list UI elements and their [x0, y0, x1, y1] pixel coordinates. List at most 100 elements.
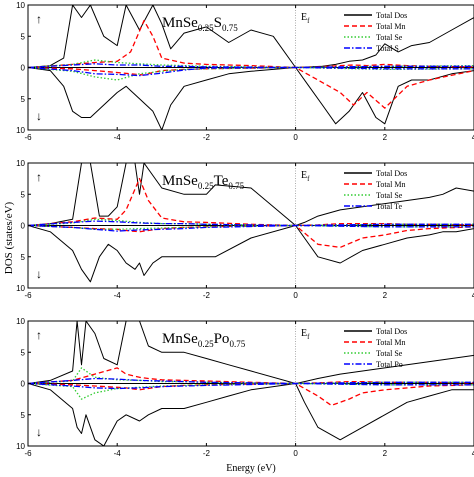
title-title-el: Te: [214, 173, 229, 189]
series-total-po-spin-down: [28, 382, 474, 390]
series-total-se-spin-up: [28, 59, 474, 69]
title-title-sub2: 0.75: [222, 23, 238, 33]
y-tick-label: 5: [21, 32, 26, 41]
title-title-sub1: 0.25: [198, 23, 214, 33]
x-tick-label: -4: [114, 133, 122, 142]
x-tick-label: 4: [472, 133, 474, 142]
title-title-el: S: [214, 15, 222, 31]
series-total-se-spin-up: [28, 218, 474, 227]
series-group: [28, 5, 474, 130]
panel-title: MnSe0.25Po0.75: [162, 331, 246, 349]
series-total-te-spin-down: [28, 224, 474, 232]
series-total-mn-spin-down: [28, 66, 474, 109]
fermi-label: Ef: [301, 328, 310, 341]
spin-up-arrow: ↑: [36, 12, 42, 26]
legend: Total Dos Total Mn Total Se Total Po: [344, 327, 407, 369]
fermi-label-sub: f: [307, 333, 310, 341]
x-axis-label: Energy (eV): [226, 463, 276, 474]
legend: Total Dos Total Mn Total Se Total S: [344, 11, 407, 53]
title-title-sub2: 0.75: [228, 181, 244, 191]
legend: Total Dos Total Mn Total Se Total Te: [344, 169, 407, 211]
title-title-base: MnSe: [162, 173, 198, 189]
dos-panel-2: -6 -4 -2 0 2 4 10 5 0 5 10 MnSe0.25Te0.75 Ef ↑ ↓ Total …: [16, 159, 474, 300]
series-total-mn-spin-up: [28, 367, 474, 385]
x-tick-label: 0: [293, 449, 298, 458]
y-tick-label: 5: [21, 95, 26, 104]
title-title-base: MnSe: [162, 15, 198, 31]
fermi-label-e: E: [301, 170, 307, 181]
legend-label: Total Te: [376, 202, 403, 211]
legend-label: Total Dos: [376, 169, 407, 178]
title-title-base: MnSe: [162, 331, 198, 347]
series-total-dos-spin-up: [28, 321, 474, 384]
x-tick-label: 2: [383, 291, 388, 300]
spin-down-arrow: ↓: [36, 425, 42, 439]
x-tick-label: 4: [472, 449, 474, 458]
y-axis-label: DOS (states/eV): [3, 201, 15, 274]
y-tick-label: 10: [16, 1, 25, 10]
series-group: [28, 321, 474, 446]
y-tick-label: 5: [21, 411, 26, 420]
series-total-te-spin-up: [28, 220, 474, 227]
series-total-mn-spin-up: [28, 19, 474, 69]
fermi-label-e: E: [301, 12, 307, 23]
spin-down-arrow: ↓: [36, 267, 42, 281]
y-tick-label: 10: [16, 159, 25, 168]
y-tick-label: 5: [21, 190, 26, 199]
x-tick-label: -6: [24, 291, 32, 300]
series-total-se-spin-up: [28, 367, 474, 385]
x-tick-label: -2: [203, 291, 211, 300]
series-total-dos-spin-down: [28, 225, 474, 283]
panel-title: MnSe0.25S0.75: [162, 15, 238, 33]
x-tick-label: 0: [293, 133, 298, 142]
legend-label: Total Se: [376, 191, 403, 200]
panel-title: MnSe0.25Te0.75: [162, 173, 245, 191]
legend-label: Total Se: [376, 349, 403, 358]
title-title-sub2: 0.75: [229, 339, 245, 349]
y-tick-label: 10: [16, 442, 25, 451]
legend-label: Total S: [376, 44, 399, 53]
title-title-el: Po: [214, 331, 230, 347]
series-total-po-spin-up: [28, 377, 474, 385]
dos-panel-3: -6 -4 -2 0 2 4 10 5 0 5 10 MnSe0.25Po0.75 Ef ↑ ↓ Total …: [16, 317, 474, 458]
y-tick-label: 0: [21, 64, 26, 73]
series-total-dos-spin-down: [28, 67, 474, 130]
series-total-se-spin-down: [28, 66, 474, 81]
y-tick-label: 10: [16, 284, 25, 293]
legend-label: Total Dos: [376, 11, 407, 20]
fermi-label-sub: f: [307, 175, 310, 183]
fermi-label: Ef: [301, 170, 310, 183]
x-tick-label: -2: [203, 133, 211, 142]
x-tick-label: 2: [383, 449, 388, 458]
y-tick-label: 0: [21, 380, 26, 389]
series-total-dos-spin-up: [28, 163, 474, 226]
legend-label: Total Mn: [376, 22, 405, 31]
series-group: [28, 163, 474, 283]
legend-label: Total Mn: [376, 180, 405, 189]
y-tick-label: 0: [21, 222, 26, 231]
fermi-label-sub: f: [307, 17, 310, 25]
title-title-sub1: 0.25: [198, 339, 214, 349]
legend-label: Total Po: [376, 360, 403, 369]
legend-label: Total Se: [376, 33, 403, 42]
x-tick-label: -4: [114, 449, 122, 458]
y-tick-label: 5: [21, 253, 26, 262]
fermi-label-e: E: [301, 328, 307, 339]
series-total-mn-spin-up: [28, 177, 474, 227]
fermi-label: Ef: [301, 12, 310, 25]
spin-up-arrow: ↑: [36, 328, 42, 342]
y-tick-label: 10: [16, 317, 25, 326]
y-tick-label: 5: [21, 348, 26, 357]
legend-label: Total Dos: [376, 327, 407, 336]
series-total-dos-spin-down: [28, 383, 474, 446]
series-total-s-spin-down: [28, 66, 474, 77]
x-tick-label: 0: [293, 291, 298, 300]
x-tick-label: 4: [472, 291, 474, 300]
x-tick-label: -4: [114, 291, 122, 300]
x-tick-label: -6: [24, 449, 32, 458]
x-tick-label: -2: [203, 449, 211, 458]
y-tick-label: 10: [16, 126, 25, 135]
series-total-s-spin-up: [28, 63, 474, 69]
series-total-se-spin-down: [28, 382, 474, 400]
